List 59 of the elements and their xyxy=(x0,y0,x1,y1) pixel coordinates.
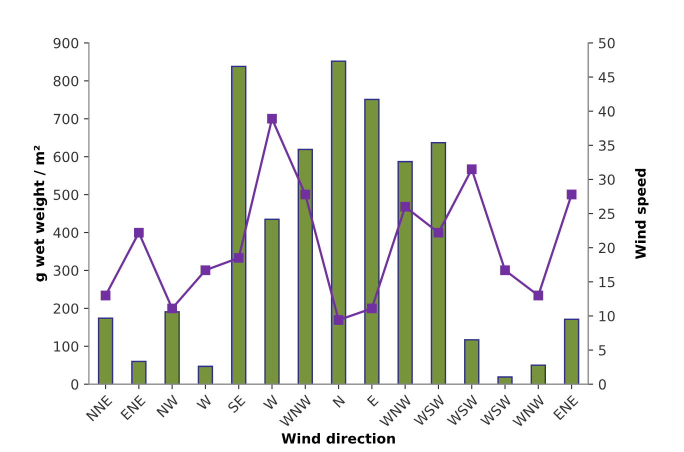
bar xyxy=(530,364,546,384)
x-tick-label: SE xyxy=(227,394,246,414)
point xyxy=(367,304,377,314)
point xyxy=(267,114,277,124)
y-tick-label: 800 xyxy=(54,76,78,86)
point xyxy=(234,253,244,263)
point xyxy=(167,304,177,314)
y2-axis-title: Wind speed xyxy=(635,168,649,260)
x-tick-label: E xyxy=(366,394,379,407)
y2-tick-label: 50 xyxy=(599,38,615,48)
bar xyxy=(364,98,380,384)
y2-tick-label: 20 xyxy=(598,242,615,254)
bar xyxy=(164,311,180,384)
y2-tick-label: 25 xyxy=(598,208,614,220)
bar xyxy=(298,148,313,384)
y2-tick-label: 30 xyxy=(599,174,615,185)
point xyxy=(466,164,477,174)
x-tick-label: NW xyxy=(156,394,180,418)
point xyxy=(566,190,576,200)
bar xyxy=(264,218,280,384)
y2-tick-label: 10 xyxy=(599,310,615,322)
bar xyxy=(330,60,346,384)
x-tick-label: W xyxy=(196,394,213,411)
point xyxy=(533,290,544,300)
bar xyxy=(98,318,114,384)
y-tick-label: 500 xyxy=(54,190,78,200)
point xyxy=(300,190,310,200)
y-tick-label: 400 xyxy=(53,227,78,238)
bar xyxy=(564,318,580,384)
y-axis-title: g wet weight / m² xyxy=(34,146,48,282)
x-tick-label: N xyxy=(332,395,346,408)
bar xyxy=(198,366,214,384)
point xyxy=(500,265,510,276)
point xyxy=(400,202,410,212)
bar xyxy=(231,66,246,384)
bar xyxy=(430,142,446,384)
y2-tick-label: 15 xyxy=(599,276,614,288)
point xyxy=(334,315,344,325)
y2-tick-label: 5 xyxy=(599,345,606,356)
point xyxy=(200,265,210,276)
y2-tick-label: 0 xyxy=(598,379,606,390)
y2-tick-label: 35 xyxy=(599,140,614,151)
y-tick-label: 600 xyxy=(54,152,78,162)
x-tick-label: W xyxy=(262,394,280,411)
bar xyxy=(397,160,413,384)
point xyxy=(434,228,444,238)
point xyxy=(100,290,110,300)
y-tick-label: 900 xyxy=(54,38,78,48)
y-tick-label: 300 xyxy=(54,265,78,276)
bar xyxy=(464,339,480,384)
point xyxy=(134,228,144,238)
y-tick-label: 0 xyxy=(71,379,78,390)
bar xyxy=(131,360,147,384)
y-tick-label: 200 xyxy=(54,303,78,314)
y2-tick-label: 45 xyxy=(598,72,614,83)
x-axis-title: Wind direction xyxy=(282,432,395,444)
y-tick-label: 700 xyxy=(54,114,78,124)
y2-tick-label: 40 xyxy=(598,106,615,117)
y-tick-label: 100 xyxy=(54,341,78,352)
